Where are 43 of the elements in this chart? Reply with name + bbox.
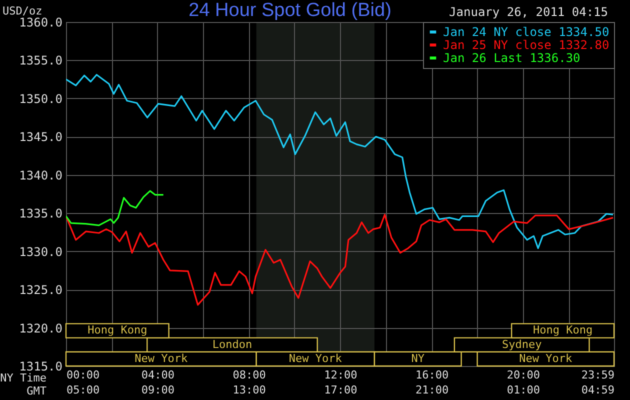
x-tick-label: 12:00 — [324, 368, 358, 382]
x2-tick-label: 09:00 — [141, 384, 174, 396]
band-label: New York — [134, 352, 188, 365]
band-label: New York — [288, 352, 342, 365]
y-tick-label: 1360.0 — [19, 16, 62, 30]
x-axis-title: NY Time — [0, 372, 46, 384]
x-tick-label: 16:00 — [416, 368, 449, 382]
x2-tick-label: 04:59 — [581, 384, 614, 396]
line-series — [66, 190, 164, 226]
legend-label: Jan 24 NY close 1334.50 — [443, 25, 610, 39]
chart-title: 24 Hour Spot Gold (Bid) — [188, 0, 392, 21]
x2-tick-label: 05:00 — [66, 384, 100, 396]
x-tick-label: 08:00 — [232, 368, 266, 382]
y-tick-label: 1345.0 — [19, 130, 62, 144]
y-tick-label: 1330.0 — [19, 244, 62, 259]
legend-label: Jan 25 NY close 1332.80 — [443, 38, 610, 52]
band-label: London — [212, 338, 252, 351]
y-tick-label: 1325.0 — [19, 283, 62, 298]
x-tick-label: 23:59 — [581, 368, 614, 382]
band-label: Hong Kong — [88, 324, 148, 337]
x2-tick-label: 21:00 — [416, 384, 449, 396]
x-tick-label: 04:00 — [141, 368, 174, 382]
band-label: NY — [411, 352, 425, 365]
x2-tick-label: 01:00 — [506, 384, 540, 396]
y-tick-label: 1355.0 — [19, 54, 62, 68]
y-axis-title: USD/oz — [2, 4, 42, 18]
y-tick-label: 1340.0 — [19, 168, 62, 182]
legend-label: Jan 26 Last 1336.30 — [443, 51, 580, 65]
line-series — [66, 74, 614, 250]
x2-tick-label: 17:00 — [324, 384, 358, 396]
band-label: Sydney — [502, 338, 542, 351]
y-tick-label: 1335.0 — [19, 206, 62, 221]
y-tick-label: 1315.0 — [19, 360, 62, 374]
x-tick-label: 00:00 — [66, 368, 100, 382]
y-tick-label: 1320.0 — [19, 321, 62, 336]
band-label: New York — [519, 352, 573, 365]
y-tick-label: 1350.0 — [19, 92, 62, 106]
x2-tick-label: 13:00 — [232, 384, 266, 396]
x-tick-label: 20:00 — [506, 368, 540, 382]
line-series — [66, 214, 614, 306]
band-label: Hong Kong — [532, 324, 593, 337]
x2-axis-title: GMT — [26, 384, 47, 398]
chart-subtitle: January 26, 2011 04:15 — [449, 5, 608, 19]
